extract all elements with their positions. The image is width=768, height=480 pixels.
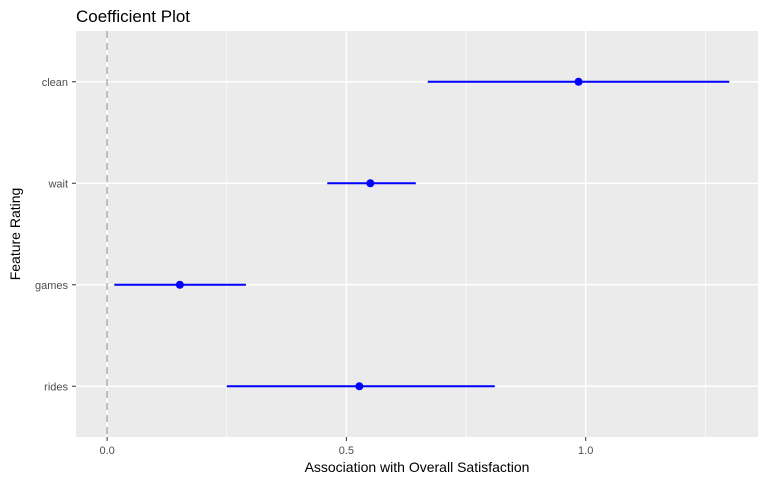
chart-title: Coefficient Plot [76,7,190,26]
y-tick-label-rides: rides [44,381,68,393]
x-tick-label: 1.0 [578,445,593,457]
y-tick-label-wait: wait [47,178,68,190]
y-tick-label-clean: clean [42,77,68,89]
grid-lines [76,31,758,437]
estimate-points [175,77,583,391]
x-tick-label: 0.5 [339,445,354,457]
plot-panel [76,31,758,437]
estimate-point-rides [355,382,364,391]
x-tick-label: 0.0 [99,445,114,457]
estimate-point-games [175,280,184,289]
y-axis-ticks: clean wait games rides [35,77,76,393]
y-axis-title: Feature Rating [7,188,23,281]
y-tick-label-games: games [35,280,69,292]
estimate-point-wait [366,179,375,188]
estimate-point-clean [574,77,583,86]
x-axis-title: Association with Overall Satisfaction [305,459,530,475]
x-axis-ticks: 0.0 0.5 1.0 [99,437,593,457]
